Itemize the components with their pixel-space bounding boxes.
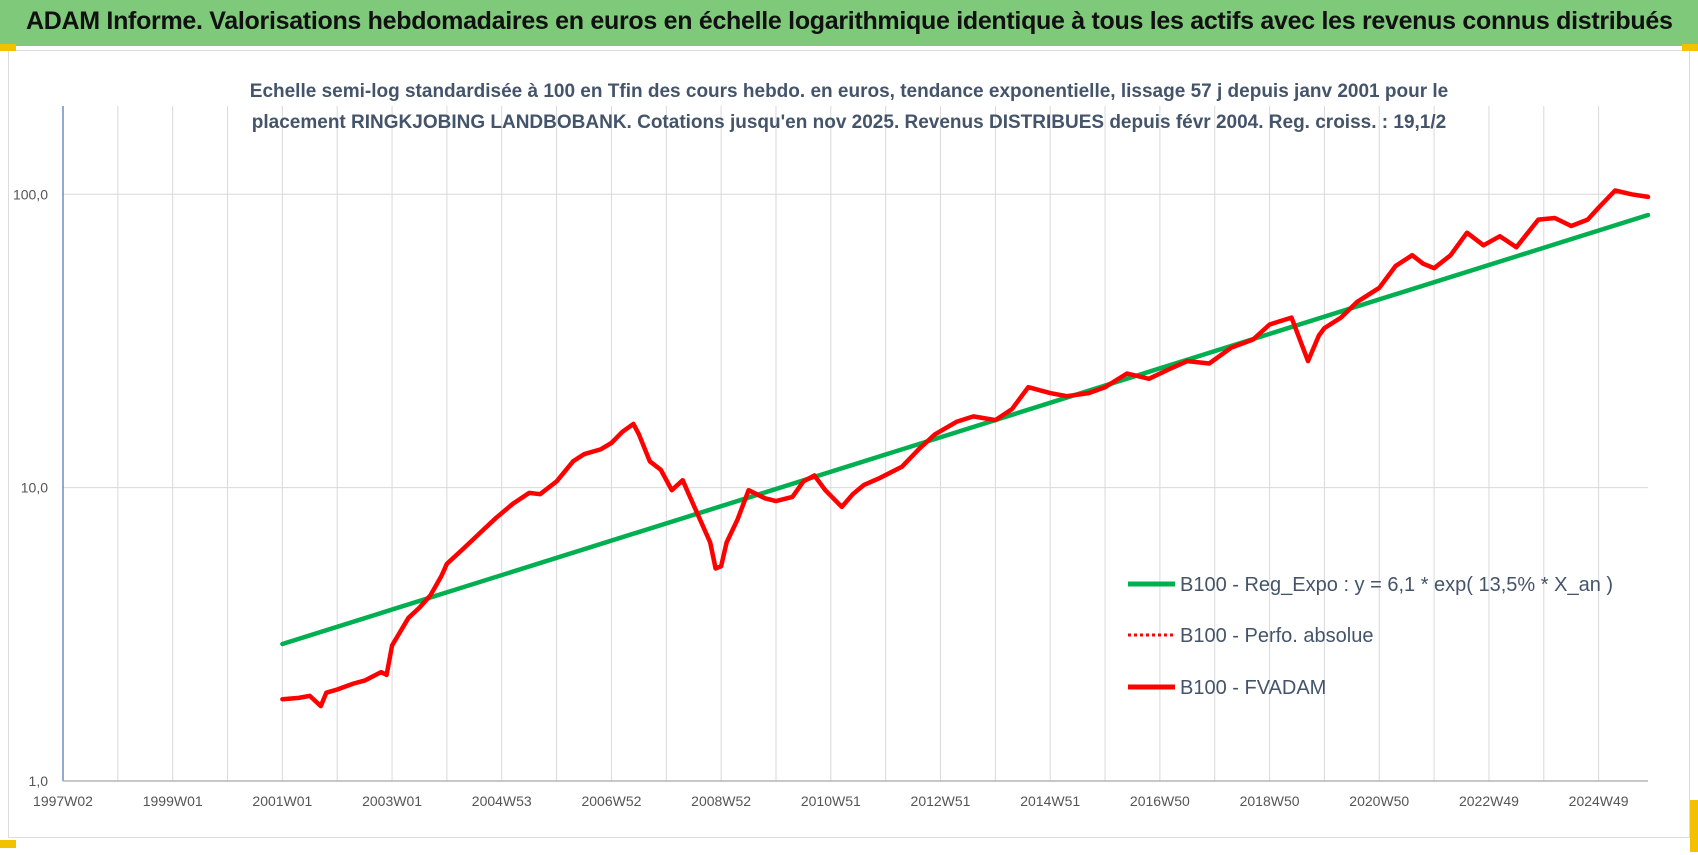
x-tick-label: 2014W51: [1020, 793, 1080, 809]
chart-frame: [8, 50, 1690, 838]
x-tick-label: 2020W50: [1349, 793, 1409, 809]
chart-title-line-2: placement RINGKJOBING LANDBOBANK. Cotati…: [252, 112, 1446, 133]
legend-label-perfo-absolue: B100 - Perfo. absolue: [1180, 625, 1373, 647]
series-line-fvadam: [280, 188, 1651, 709]
x-tick-label: 2012W51: [911, 793, 971, 809]
x-tick-label: 2001W01: [252, 793, 312, 809]
x-tick-label: 2004W53: [472, 793, 532, 809]
x-tick-label: 2024W49: [1569, 793, 1629, 809]
corner-accent-top-right: [1682, 44, 1698, 51]
x-tick-label: 2008W52: [691, 793, 751, 809]
x-tick-label: 2022W49: [1459, 793, 1519, 809]
series-line-regression: [280, 212, 1651, 647]
legend-label-regression: B100 - Reg_Expo : y = 6,1 * exp( 13,5% *…: [1180, 574, 1613, 596]
corner-accent-bottom-right: [1690, 800, 1698, 852]
y-tick-label: 10,0: [21, 480, 48, 496]
header-banner: ADAM Informe. Valorisations hebdomadaire…: [0, 0, 1698, 46]
y-tick-label: 100,0: [13, 186, 48, 202]
legend-label-fvadam: B100 - FVADAM: [1180, 677, 1326, 699]
x-tick-label: 1997W02: [33, 793, 93, 809]
chart-title-line-1: Echelle semi-log standardisée à 100 en T…: [250, 81, 1448, 102]
x-tick-label: 2018W50: [1240, 793, 1300, 809]
series-layer: [280, 188, 1651, 709]
y-tick-label: 1,0: [29, 773, 49, 789]
grid-layer: [62, 106, 1648, 782]
legend: B100 - Reg_Expo : y = 6,1 * exp( 13,5% *…: [1128, 574, 1613, 699]
x-tick-label: 1999W01: [143, 793, 203, 809]
corner-accent-bottom-left: [0, 840, 16, 848]
x-tick-label: 2006W52: [581, 793, 641, 809]
corner-accent-top-left: [0, 44, 16, 51]
x-tick-label: 2010W51: [801, 793, 861, 809]
page-title: ADAM Informe. Valorisations hebdomadaire…: [26, 7, 1673, 35]
x-tick-label: 2016W50: [1130, 793, 1190, 809]
x-tick-label: 2003W01: [362, 793, 422, 809]
tick-layer: 1,0 10,0 100,0 1997W02 1999W01 2001W01 2003W01…: [13, 186, 1629, 809]
